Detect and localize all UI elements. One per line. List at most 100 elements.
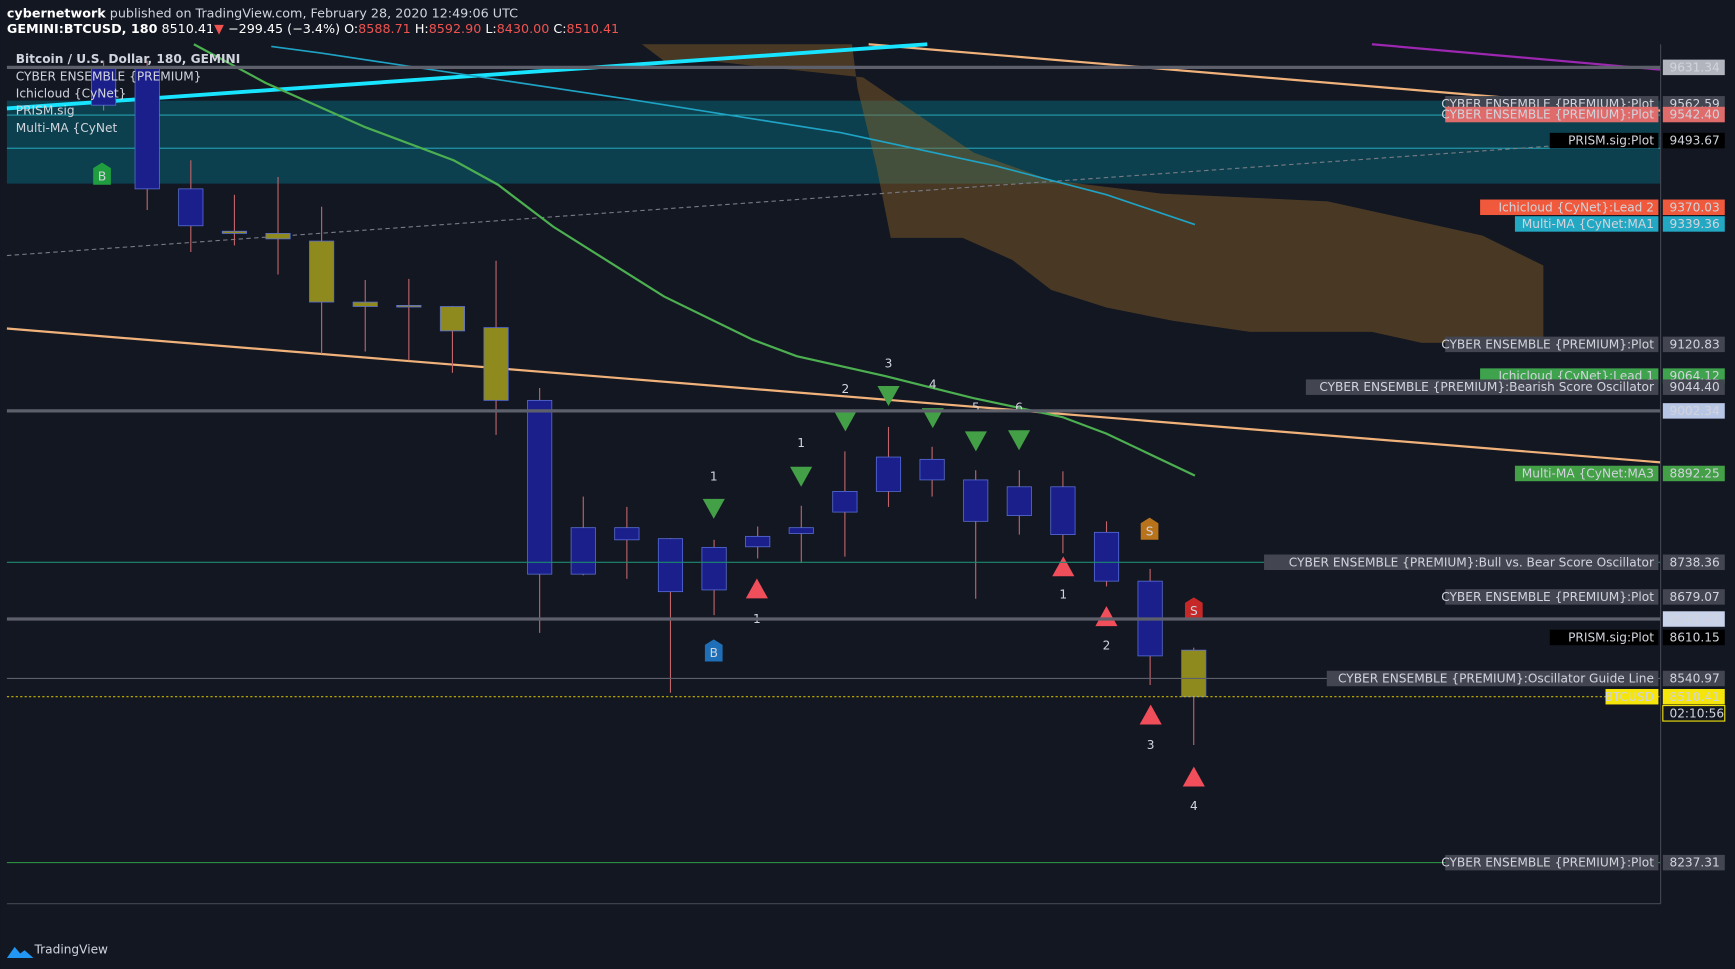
marker-value: 8540.97 — [1669, 672, 1719, 686]
marker-value: 9044.40 — [1669, 380, 1719, 394]
published: published on TradingView.com, February 2… — [110, 5, 518, 20]
badge-label: B — [98, 169, 106, 183]
candle-body — [701, 546, 727, 591]
buy-signal — [1095, 606, 1118, 627]
marker-value: 9002.34 — [1669, 404, 1720, 418]
marker-value-box — [1662, 403, 1725, 419]
l-label: L: — [485, 20, 496, 35]
candle-body — [483, 327, 509, 401]
signal-label: 3 — [885, 356, 893, 370]
c-label: C: — [553, 20, 566, 35]
marker-value-box — [1662, 465, 1725, 482]
marker-value-box — [1662, 629, 1725, 646]
marker-name-box — [1514, 465, 1659, 482]
marker-value: 8237.31 — [1669, 856, 1719, 870]
marker-name-box — [1445, 854, 1659, 871]
marker-name: Multi-MA {CyNet:MA3 — [1522, 467, 1654, 481]
marker-name: CYBER ENSEMBLE {PREMIUM}:Bull vs. Bear S… — [1289, 555, 1654, 569]
marker-value-box — [1662, 336, 1725, 353]
header-line: GEMINI:BTCUSD, 180 8510.41▼ −299.45 (−3.… — [7, 20, 619, 35]
marker-value: 8679.07 — [1669, 590, 1719, 604]
candle-body — [309, 240, 335, 303]
candle-body — [527, 399, 553, 575]
signal-label: 1 — [797, 436, 805, 450]
signal-label: 3 — [1147, 738, 1155, 752]
marker-name: CYBER ENSEMBLE {PREMIUM}:Plot — [1441, 590, 1654, 604]
marker-value-box — [1662, 854, 1725, 871]
sell-signal — [834, 411, 857, 432]
legend-entry: PRISM.sig — [16, 104, 75, 118]
publisher: cybernetwork — [7, 5, 106, 20]
sell-signal — [1007, 430, 1031, 451]
marker-value-box — [1662, 216, 1725, 232]
marker-value: 9370.03 — [1669, 200, 1719, 214]
legend: Bitcoin / U.S. Dollar, 180, GEMINI CYBER … — [16, 52, 240, 135]
signal-label: 5 — [972, 401, 980, 415]
candle-body — [919, 458, 945, 481]
last: 8510.41 — [161, 20, 214, 35]
high: 8592.90 — [429, 20, 482, 35]
legend-entry: Bitcoin / U.S. Dollar, 180, GEMINI — [16, 52, 240, 66]
signal-label: 2 — [1103, 639, 1111, 653]
marker-value: 9493.67 — [1669, 134, 1719, 148]
marker-name: CYBER ENSEMBLE {PREMIUM}:Plot — [1441, 337, 1654, 351]
legend-entry: Ichicloud {CyNet} — [16, 87, 127, 101]
marker-name: Multi-MA {CyNet:MA1 — [1522, 217, 1654, 231]
trend-line — [6, 137, 1661, 257]
marker-value: 8610.15 — [1669, 631, 1719, 645]
buy-signal — [1182, 766, 1205, 787]
signal-band — [6, 100, 1661, 184]
marker-value: 9120.83 — [1669, 337, 1719, 351]
marker-value-box — [1662, 611, 1725, 627]
marker-name: BTCUSD — [1604, 690, 1654, 704]
marker-value-box — [1662, 199, 1725, 216]
logo — [6, 946, 34, 958]
marker-name-box — [1445, 589, 1659, 605]
candle-body — [875, 456, 902, 492]
trend-line — [6, 327, 1661, 464]
badge — [704, 639, 723, 662]
marks: 112345611234BBSS — [6, 60, 1661, 864]
marker-value-box — [1662, 554, 1725, 571]
candle-body — [963, 479, 989, 522]
marker-name: CYBER ENSEMBLE {PREMIUM}:Oscillator Guid… — [1338, 672, 1654, 686]
buy-signal — [1139, 704, 1162, 725]
marker-value-box — [1662, 106, 1725, 123]
marker-name-box — [1445, 106, 1659, 123]
candle-body — [788, 527, 814, 534]
signal-label: 1 — [1059, 588, 1067, 602]
marker-value: 9339.36 — [1669, 217, 1719, 231]
badge-label: S — [1146, 525, 1154, 539]
marker-name: Ichicloud {CyNet}:Lead 2 — [1498, 200, 1654, 214]
signal-label: 6 — [1015, 401, 1023, 415]
candle-body — [570, 527, 596, 575]
legend-entry: Multi-MA {CyNet — [16, 121, 118, 135]
marker-value: 8892.25 — [1669, 467, 1719, 481]
marker-name-box — [1264, 554, 1659, 571]
arrow: ▼ — [214, 20, 224, 35]
legend-entry: CYBER ENSEMBLE {PREMIUM} — [16, 69, 202, 83]
countdown-box — [1662, 705, 1726, 722]
marker-name: CYBER ENSEMBLE {PREMIUM}:Plot — [1441, 856, 1654, 870]
marker-name-box — [1305, 379, 1659, 395]
marker-value-box — [1662, 589, 1725, 605]
low: 8430.00 — [497, 20, 550, 35]
candle-body — [832, 490, 858, 513]
badge — [93, 162, 111, 185]
marker-name-box — [1445, 336, 1659, 353]
sell-signal — [790, 466, 813, 487]
candle-body — [396, 305, 422, 308]
marker-name-box — [1549, 132, 1659, 149]
candle-body — [1181, 649, 1207, 698]
x-axis-bg — [0, 903, 1735, 969]
marker-value-box — [1662, 132, 1725, 149]
buy-signal — [745, 578, 768, 599]
signal-label: 4 — [1190, 799, 1198, 813]
badge-label: B — [710, 646, 718, 660]
candle-body — [657, 538, 684, 593]
